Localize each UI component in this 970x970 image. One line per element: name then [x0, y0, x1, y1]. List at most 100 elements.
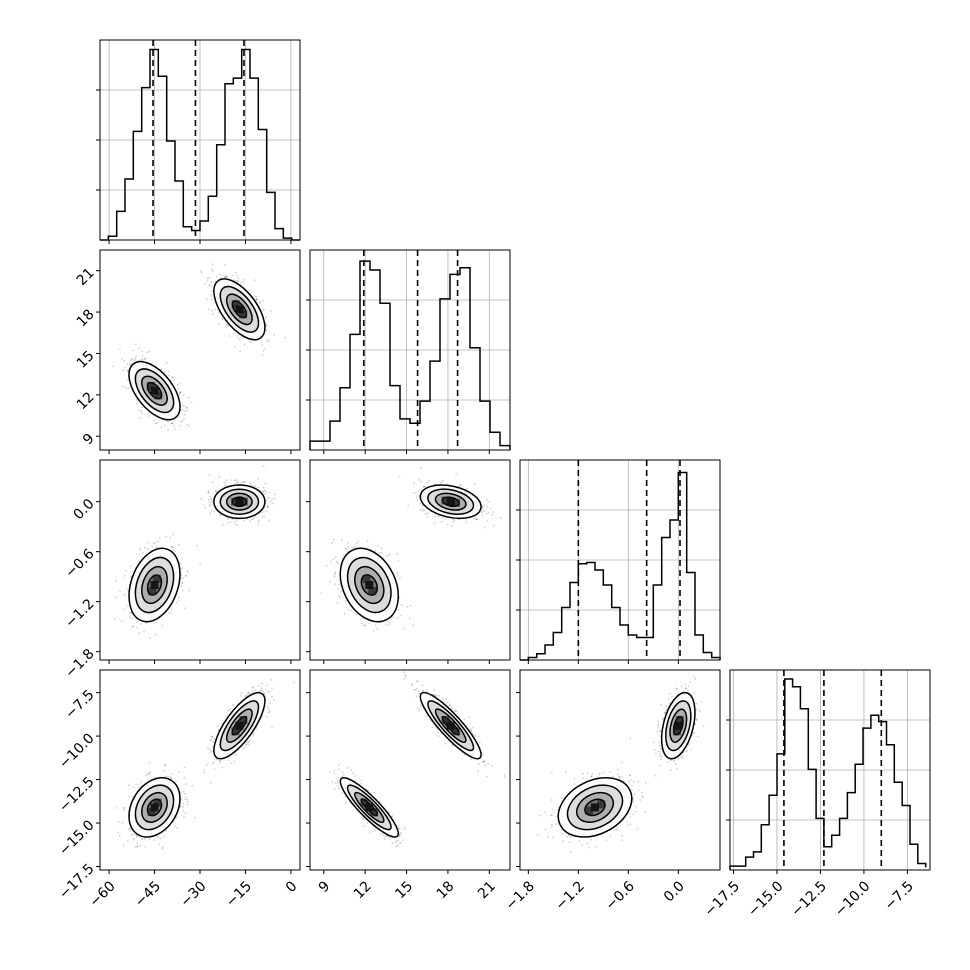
scatter-point [424, 513, 427, 516]
scatter-point [422, 485, 425, 488]
scatter-point [136, 398, 138, 401]
scatter-point [452, 518, 455, 521]
scatter-point [147, 412, 149, 415]
scatter-point [168, 370, 170, 373]
scatter-point [175, 601, 178, 604]
scatter-point [233, 520, 236, 523]
scatter-point [413, 482, 415, 485]
scatter-point [175, 780, 177, 783]
scatter-point [182, 790, 185, 793]
scatter-point [236, 279, 238, 282]
scatter-point [384, 623, 387, 626]
scatter-point [421, 504, 424, 507]
scatter-point [273, 334, 275, 336]
density-core-cell [148, 587, 157, 596]
scatter-point [185, 407, 188, 410]
scatter-point [167, 374, 170, 377]
scatter-point [158, 843, 160, 845]
scatter-point [173, 420, 176, 422]
density-core-cell [235, 305, 244, 314]
scatter-point [451, 525, 453, 528]
scatter-point [148, 350, 151, 353]
scatter-point [178, 770, 181, 773]
hist-panel-3 [516, 459, 721, 664]
scatter-point [255, 298, 258, 300]
scatter-point [144, 358, 147, 361]
scatter-point [186, 570, 189, 572]
scatter-point [182, 408, 184, 411]
scatter-point [177, 388, 180, 390]
scatter-point [211, 500, 214, 503]
scatter-point [329, 580, 331, 583]
scatter-point [407, 504, 410, 507]
scatter-point [195, 544, 198, 547]
scatter-point [263, 515, 266, 518]
scatter-point [170, 608, 173, 611]
scatter-point [122, 369, 124, 372]
scatter-point [366, 540, 369, 542]
panel-2-1 [96, 249, 301, 454]
scatter-point [335, 560, 338, 563]
scatter-point [344, 599, 347, 602]
scatter-point [176, 816, 178, 819]
scatter-point [135, 355, 138, 358]
scatter-point [129, 829, 132, 832]
scatter-point [128, 363, 131, 366]
scatter-point [182, 394, 185, 396]
scatter-point [487, 511, 490, 514]
scatter-point [388, 624, 390, 627]
scatter-point [173, 378, 175, 381]
scatter-point [253, 279, 256, 282]
scatter-point [337, 595, 340, 597]
scatter-point [255, 298, 257, 301]
scatter-point [184, 405, 187, 408]
scatter-point [446, 523, 449, 526]
scatter-point [388, 622, 391, 624]
scatter-point [131, 625, 134, 628]
scatter-point [206, 298, 208, 301]
scatter-point [141, 350, 143, 352]
scatter-point [157, 540, 160, 543]
scatter-point [154, 633, 157, 636]
density-core-cell [152, 574, 161, 583]
scatter-point [459, 483, 462, 486]
scatter-point [439, 482, 442, 485]
scatter-point [331, 541, 333, 544]
scatter-point [204, 283, 206, 285]
scatter-point [227, 324, 230, 327]
scatter-point [266, 496, 269, 499]
scatter-point [412, 492, 415, 494]
density-core-cell [446, 497, 455, 506]
scatter-point [243, 519, 245, 522]
scatter-point [182, 577, 185, 580]
scatter-point [215, 275, 218, 278]
scatter-point [234, 523, 237, 526]
scatter-point [135, 834, 138, 837]
scatter-point [185, 575, 187, 577]
scatter-point [254, 516, 257, 518]
scatter-point [127, 387, 130, 390]
scatter-point [347, 608, 349, 611]
scatter-point [487, 501, 490, 503]
scatter-point [262, 465, 265, 467]
scatter-point [352, 546, 354, 549]
scatter-point [136, 626, 138, 629]
scatter-point [235, 481, 238, 484]
scatter-point [179, 562, 182, 565]
scatter-point [148, 771, 151, 774]
scatter-point [414, 491, 417, 494]
scatter-point [261, 490, 264, 492]
scatter-point [265, 491, 267, 493]
density-core-cell [441, 496, 450, 505]
scatter-point [211, 290, 213, 292]
scatter-point [244, 481, 246, 483]
scatter-point [396, 571, 398, 574]
scatter-point [123, 360, 126, 362]
scatter-point [483, 504, 486, 507]
scatter-point [132, 349, 134, 352]
scatter-point [125, 387, 127, 389]
scatter-point [374, 624, 377, 626]
scatter-point [210, 285, 213, 288]
scatter-point [186, 406, 189, 409]
